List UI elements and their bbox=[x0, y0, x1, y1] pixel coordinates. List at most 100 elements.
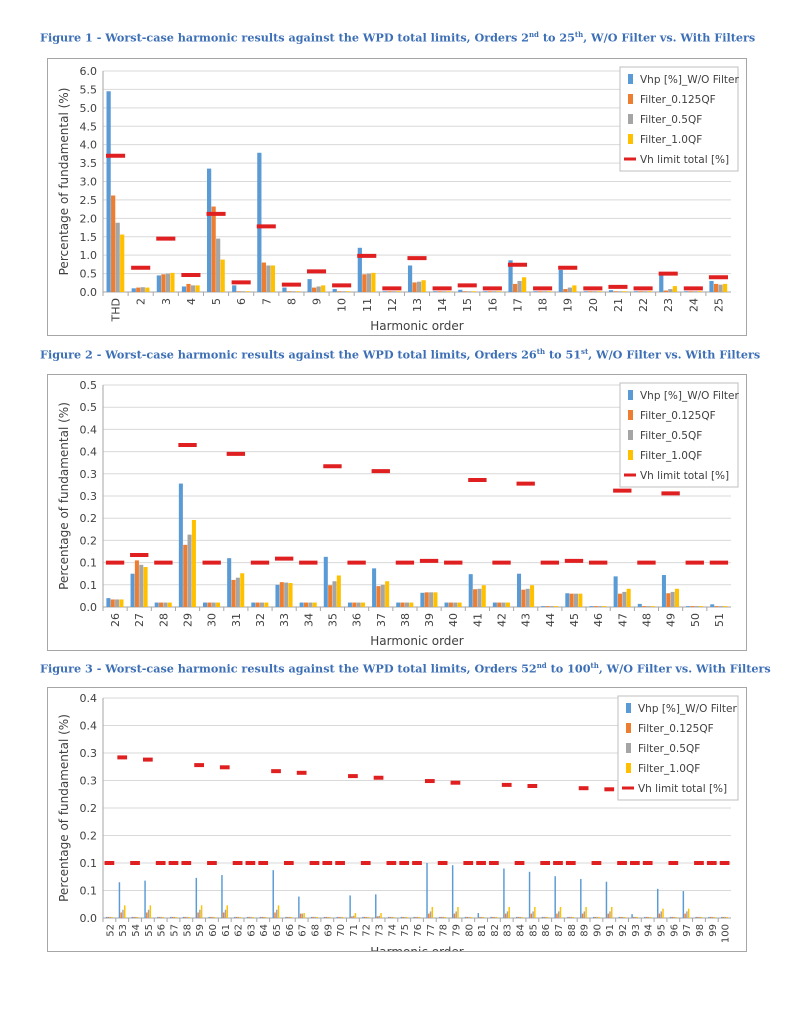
bar bbox=[429, 911, 432, 918]
bar bbox=[674, 588, 680, 607]
x-tick-label: 90 bbox=[592, 924, 603, 937]
bar bbox=[115, 222, 120, 292]
bar bbox=[442, 916, 445, 918]
x-tick-label: 45 bbox=[568, 613, 581, 627]
bar bbox=[482, 916, 485, 918]
bar bbox=[106, 598, 111, 607]
bar bbox=[354, 913, 357, 918]
bar bbox=[400, 916, 403, 918]
bar bbox=[332, 289, 337, 292]
bar bbox=[279, 582, 284, 607]
bar bbox=[356, 602, 361, 607]
x-tick-label: 4 bbox=[185, 298, 198, 305]
bar bbox=[545, 606, 550, 607]
caption-text: Figure 2 - Worst-case harmonic results a… bbox=[40, 347, 537, 362]
bar bbox=[660, 911, 662, 918]
caption-superscript: st bbox=[581, 347, 589, 356]
x-tick-label: 80 bbox=[464, 924, 475, 937]
x-tick-label: 74 bbox=[387, 924, 398, 937]
bar bbox=[261, 916, 263, 918]
bar bbox=[158, 916, 161, 918]
bar bbox=[487, 291, 493, 292]
bar bbox=[713, 916, 715, 918]
bar bbox=[290, 916, 293, 918]
bar bbox=[393, 916, 395, 918]
x-tick-label: 95 bbox=[657, 924, 668, 937]
bar bbox=[671, 916, 674, 918]
legend-label: Filter_0.125QF bbox=[640, 410, 716, 422]
bar bbox=[140, 287, 145, 292]
bar bbox=[583, 291, 589, 292]
y-tick-label: 0.1 bbox=[80, 885, 98, 898]
bar bbox=[119, 599, 124, 607]
bar bbox=[718, 606, 723, 607]
bar bbox=[545, 916, 547, 918]
bar bbox=[143, 567, 148, 607]
y-tick-label: 4.0 bbox=[80, 139, 98, 152]
bar bbox=[570, 916, 573, 918]
bar bbox=[626, 588, 631, 607]
bar bbox=[323, 556, 328, 607]
bar bbox=[263, 916, 265, 918]
x-tick-label: 16 bbox=[486, 298, 499, 312]
bar bbox=[135, 916, 137, 918]
legend-swatch bbox=[628, 134, 633, 144]
bar bbox=[505, 602, 510, 607]
x-tick-label: 12 bbox=[386, 298, 399, 312]
bar bbox=[605, 881, 608, 918]
bar bbox=[440, 916, 443, 918]
bar bbox=[183, 544, 188, 607]
x-tick-label: 72 bbox=[362, 924, 373, 937]
bar bbox=[522, 277, 527, 292]
bar bbox=[327, 916, 329, 918]
x-tick-label: 78 bbox=[439, 924, 450, 937]
bar bbox=[585, 907, 587, 918]
bar bbox=[236, 291, 241, 292]
legend-label: Filter_0.125QF bbox=[640, 94, 716, 106]
bar bbox=[365, 916, 368, 918]
bar bbox=[363, 916, 366, 918]
bar bbox=[207, 602, 212, 607]
x-tick-label: 8 bbox=[285, 298, 298, 305]
bar bbox=[147, 909, 150, 918]
bar bbox=[130, 573, 135, 607]
x-tick-label: 33 bbox=[278, 613, 291, 627]
bar bbox=[569, 593, 574, 607]
x-tick-label: 38 bbox=[399, 613, 412, 627]
bar bbox=[547, 291, 552, 292]
x-tick-label: 11 bbox=[361, 298, 374, 312]
bar bbox=[332, 581, 337, 607]
bar bbox=[261, 262, 266, 292]
bar bbox=[433, 592, 438, 607]
bar bbox=[468, 916, 470, 918]
bar bbox=[437, 291, 442, 292]
bar bbox=[528, 871, 531, 918]
y-tick-label: 0.2 bbox=[80, 534, 98, 547]
bar bbox=[613, 291, 618, 292]
bar bbox=[167, 602, 172, 607]
bar bbox=[713, 283, 719, 292]
legend-swatch bbox=[628, 450, 633, 460]
caption-text: , W/O Filter vs. With Filters bbox=[588, 347, 761, 362]
x-tick-label: 39 bbox=[423, 613, 436, 627]
bar bbox=[272, 870, 274, 918]
bar bbox=[275, 584, 280, 607]
bar bbox=[467, 291, 472, 292]
bar bbox=[213, 916, 216, 918]
bar bbox=[186, 283, 191, 292]
bar bbox=[351, 916, 353, 918]
bar bbox=[337, 291, 342, 292]
bar bbox=[565, 593, 570, 607]
bar bbox=[675, 916, 677, 918]
bar bbox=[303, 602, 309, 607]
bar bbox=[644, 916, 646, 918]
bar bbox=[216, 238, 221, 292]
x-tick-label: 27 bbox=[133, 613, 146, 627]
bar bbox=[718, 284, 723, 292]
bar bbox=[519, 916, 521, 918]
x-tick-label: 52 bbox=[105, 924, 116, 937]
bar bbox=[686, 606, 691, 607]
x-tick-label: 19 bbox=[562, 298, 575, 312]
figure-1-svg: 0.0 0.5 1.0 1.5 2.0 2.5 3.0 3.5 4.0 4.5 5.0 5.5 6.0 T… bbox=[57, 65, 739, 333]
bar bbox=[274, 912, 276, 918]
